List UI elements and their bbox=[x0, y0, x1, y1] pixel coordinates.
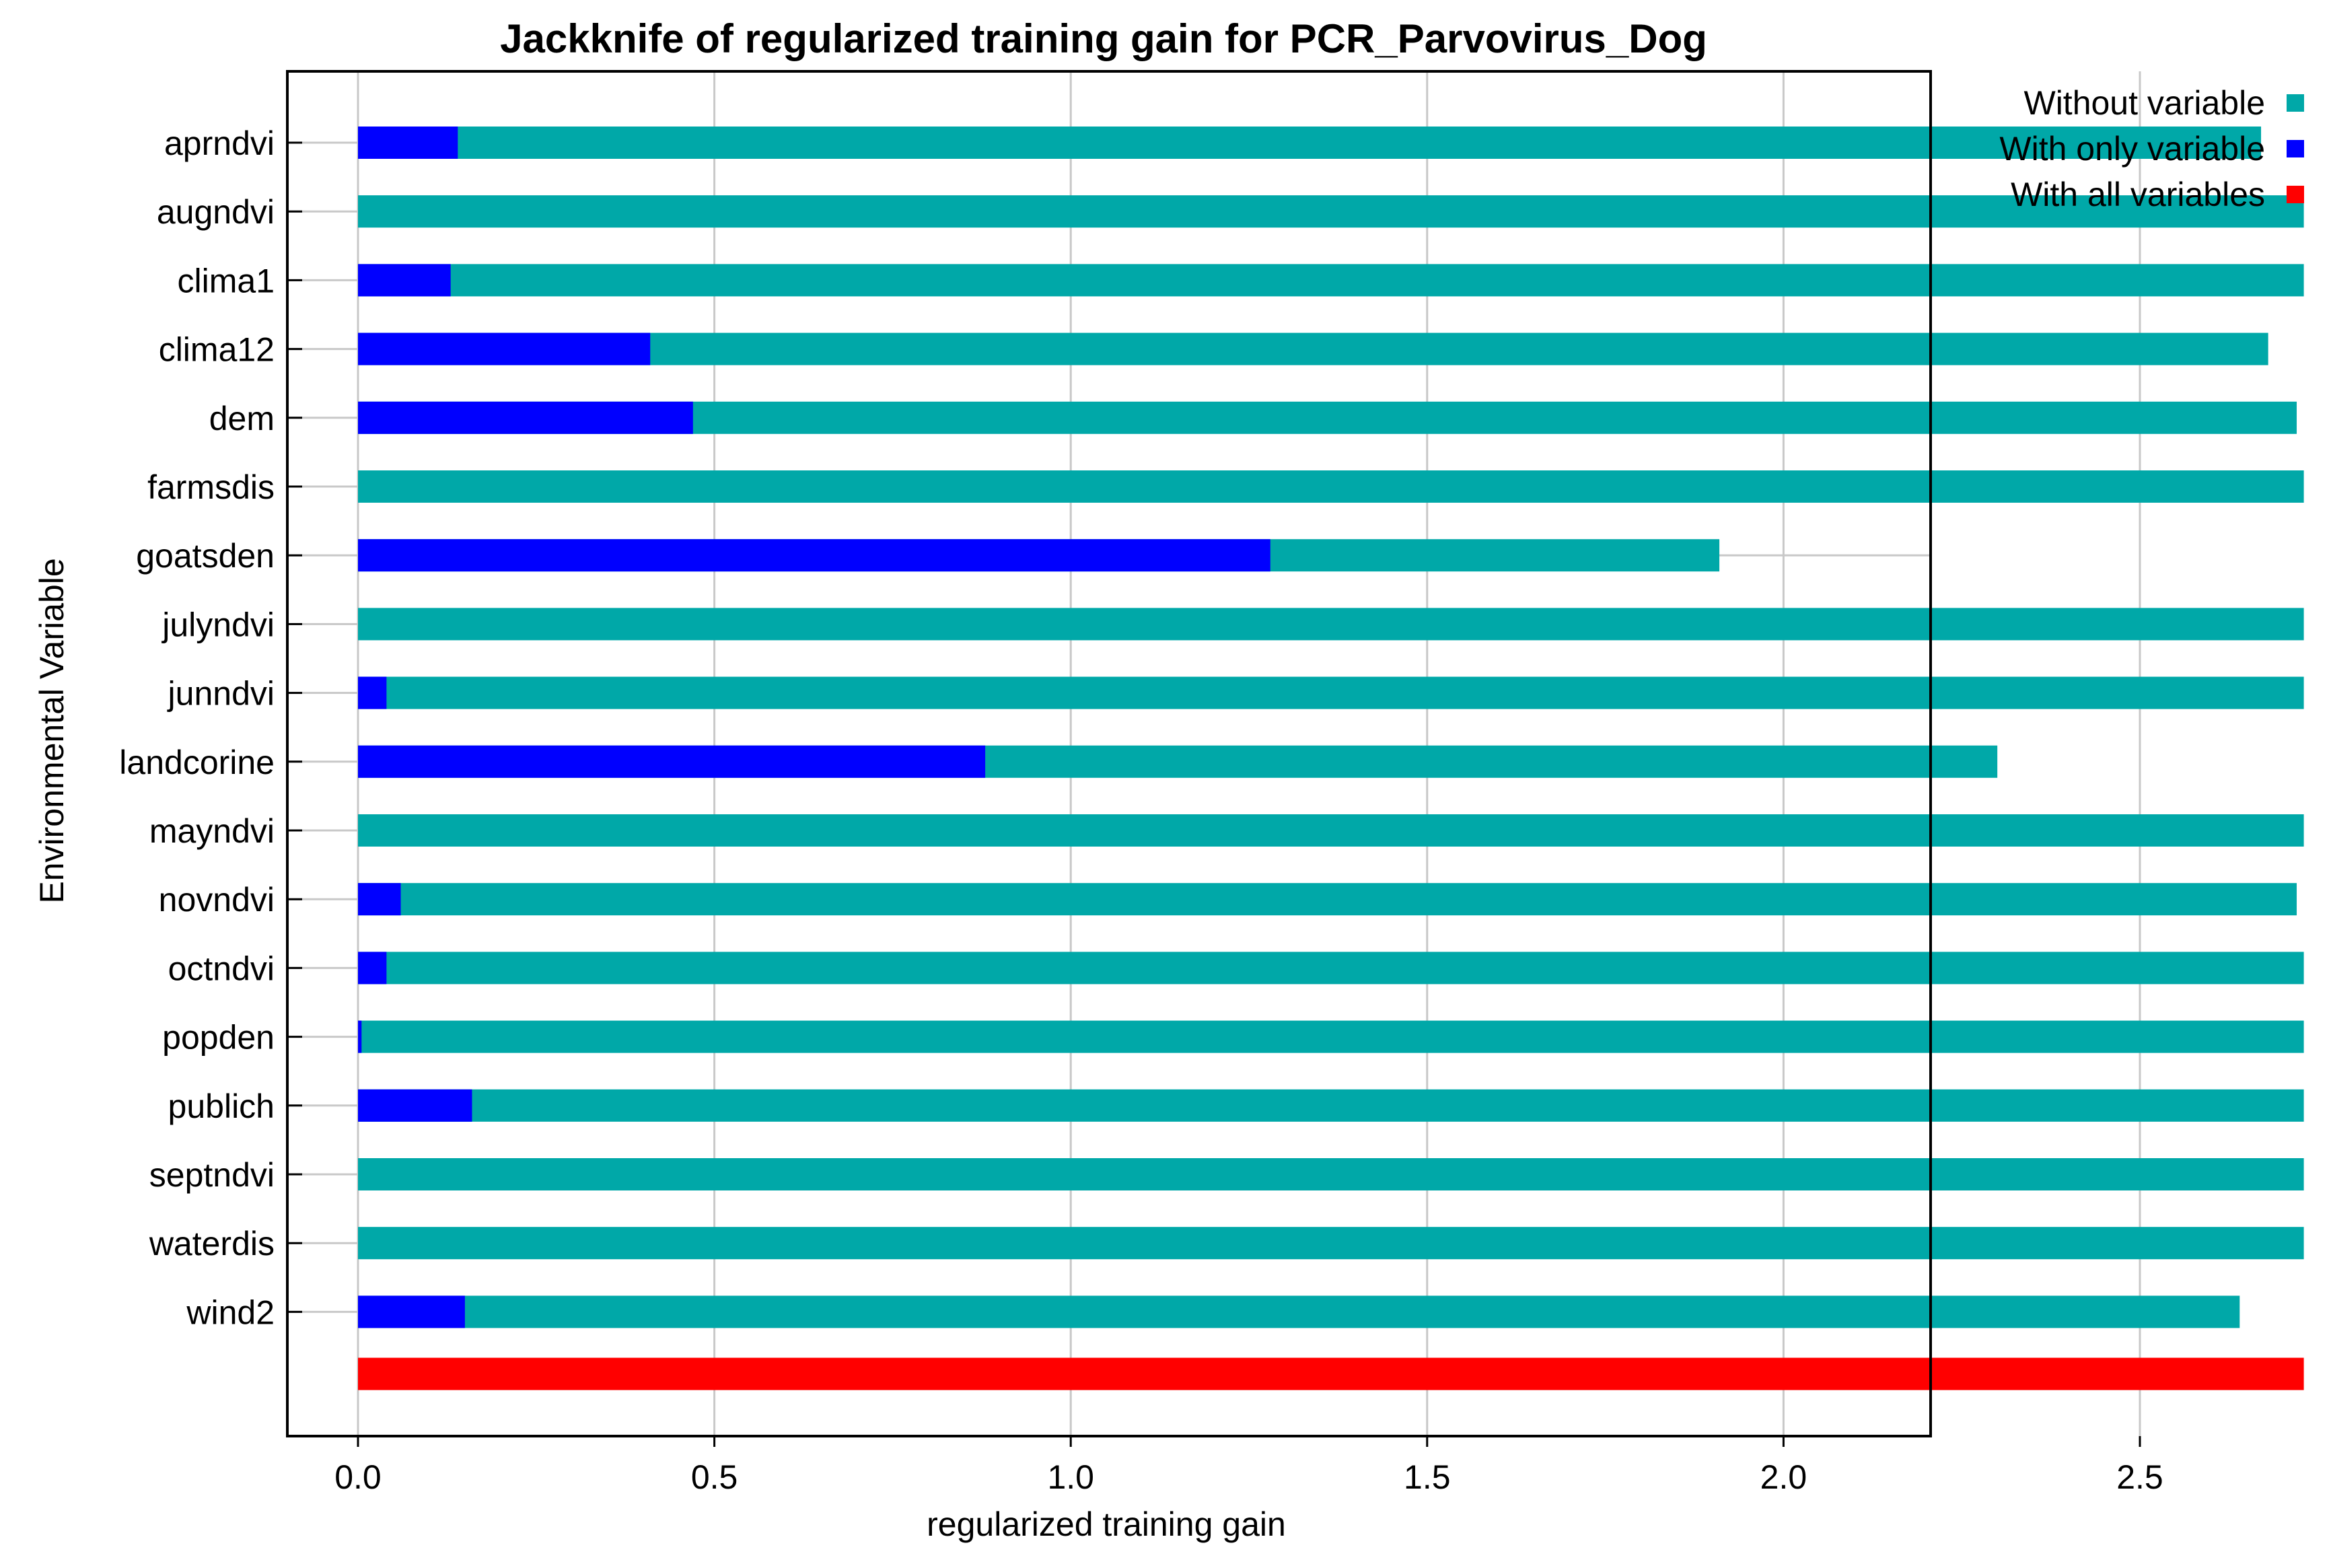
y-tick-label: landcorine bbox=[119, 744, 275, 781]
bar-with-only-variable bbox=[358, 745, 986, 778]
y-tick-label: goatsden bbox=[136, 537, 275, 575]
legend-swatch bbox=[2287, 186, 2304, 203]
bar-without-variable bbox=[358, 676, 2304, 709]
y-tick-label: novndvi bbox=[159, 881, 275, 919]
bar-with-only-variable bbox=[358, 127, 458, 159]
bar-without-variable bbox=[358, 127, 2262, 159]
bar-with-only-variable bbox=[358, 883, 401, 916]
y-tick-label: dem bbox=[209, 400, 275, 437]
x-tick-label: 0.5 bbox=[691, 1458, 738, 1496]
bar-with-only-variable bbox=[358, 1089, 472, 1122]
bar-without-variable bbox=[358, 1020, 2304, 1053]
y-tick-label: octndvi bbox=[168, 950, 275, 987]
y-tick-label: clima1 bbox=[178, 262, 275, 299]
y-tick-label: popden bbox=[162, 1019, 275, 1057]
plot-frame bbox=[286, 70, 1932, 1437]
bar-without-variable bbox=[358, 1089, 2304, 1122]
axis-ticks: 0.0 0.5 1.0 1.5 2.0 2.5 aprndvi augndvi clima1 cl… bbox=[119, 124, 2163, 1496]
legend-label: Without variable bbox=[2024, 84, 2266, 122]
legend-swatch bbox=[2287, 94, 2304, 112]
bar-with-only-variable bbox=[358, 952, 387, 985]
bar-without-variable bbox=[358, 1295, 2240, 1328]
y-tick-label: augndvi bbox=[157, 193, 275, 231]
bar-without-variable bbox=[358, 883, 2297, 916]
y-tick-label: publich bbox=[168, 1088, 275, 1125]
bar-with-all-variables bbox=[358, 1357, 2304, 1390]
x-tick-label: 0.0 bbox=[334, 1458, 382, 1496]
bar-with-only-variable bbox=[358, 264, 451, 297]
bar-without-variable bbox=[358, 1158, 2304, 1190]
y-tick-label: aprndvi bbox=[164, 124, 275, 162]
bar-without-variable bbox=[358, 608, 2304, 641]
x-tick-label: 2.5 bbox=[2116, 1458, 2163, 1496]
x-axis-title: regularized training gain bbox=[927, 1505, 1286, 1543]
x-tick-label: 1.5 bbox=[1404, 1458, 1451, 1496]
legend-label: With only variable bbox=[1999, 130, 2265, 168]
legend-swatch bbox=[2287, 140, 2304, 157]
chart-title: Jackknife of regularized training gain f… bbox=[500, 16, 1707, 61]
legend: Without variable With only variable With a… bbox=[1999, 84, 2304, 213]
bar-without-variable bbox=[358, 952, 2304, 985]
bar-with-only-variable bbox=[358, 676, 387, 709]
bar-with-only-variable bbox=[358, 401, 693, 434]
y-axis-title: Environmental Variable bbox=[33, 558, 71, 903]
bar-without-variable bbox=[358, 1227, 2304, 1260]
bar-with-only-variable bbox=[358, 332, 651, 365]
bar-without-variable bbox=[358, 195, 2304, 228]
y-tick-label: farmsdis bbox=[147, 468, 275, 506]
y-tick-label: julyndvi bbox=[161, 606, 275, 643]
bar-with-only-variable bbox=[358, 539, 1270, 572]
y-tick-label: clima12 bbox=[159, 331, 275, 369]
y-tick-label: septndvi bbox=[149, 1156, 275, 1194]
y-tick-label: mayndvi bbox=[149, 812, 275, 850]
bar-without-variable bbox=[358, 814, 2304, 847]
bars bbox=[358, 127, 2304, 1390]
x-tick-label: 1.0 bbox=[1047, 1458, 1094, 1496]
y-tick-label: wind2 bbox=[186, 1293, 275, 1331]
y-tick-label: waterdis bbox=[149, 1225, 275, 1262]
y-tick-label: junndvi bbox=[167, 675, 275, 713]
legend-label: With all variables bbox=[2011, 176, 2265, 213]
bar-without-variable bbox=[358, 470, 2304, 503]
bar-without-variable bbox=[358, 332, 2268, 365]
x-tick-label: 2.0 bbox=[1760, 1458, 1807, 1496]
bar-with-only-variable bbox=[358, 1295, 465, 1328]
bar-without-variable bbox=[358, 264, 2304, 297]
bar-with-only-variable bbox=[358, 1020, 362, 1053]
